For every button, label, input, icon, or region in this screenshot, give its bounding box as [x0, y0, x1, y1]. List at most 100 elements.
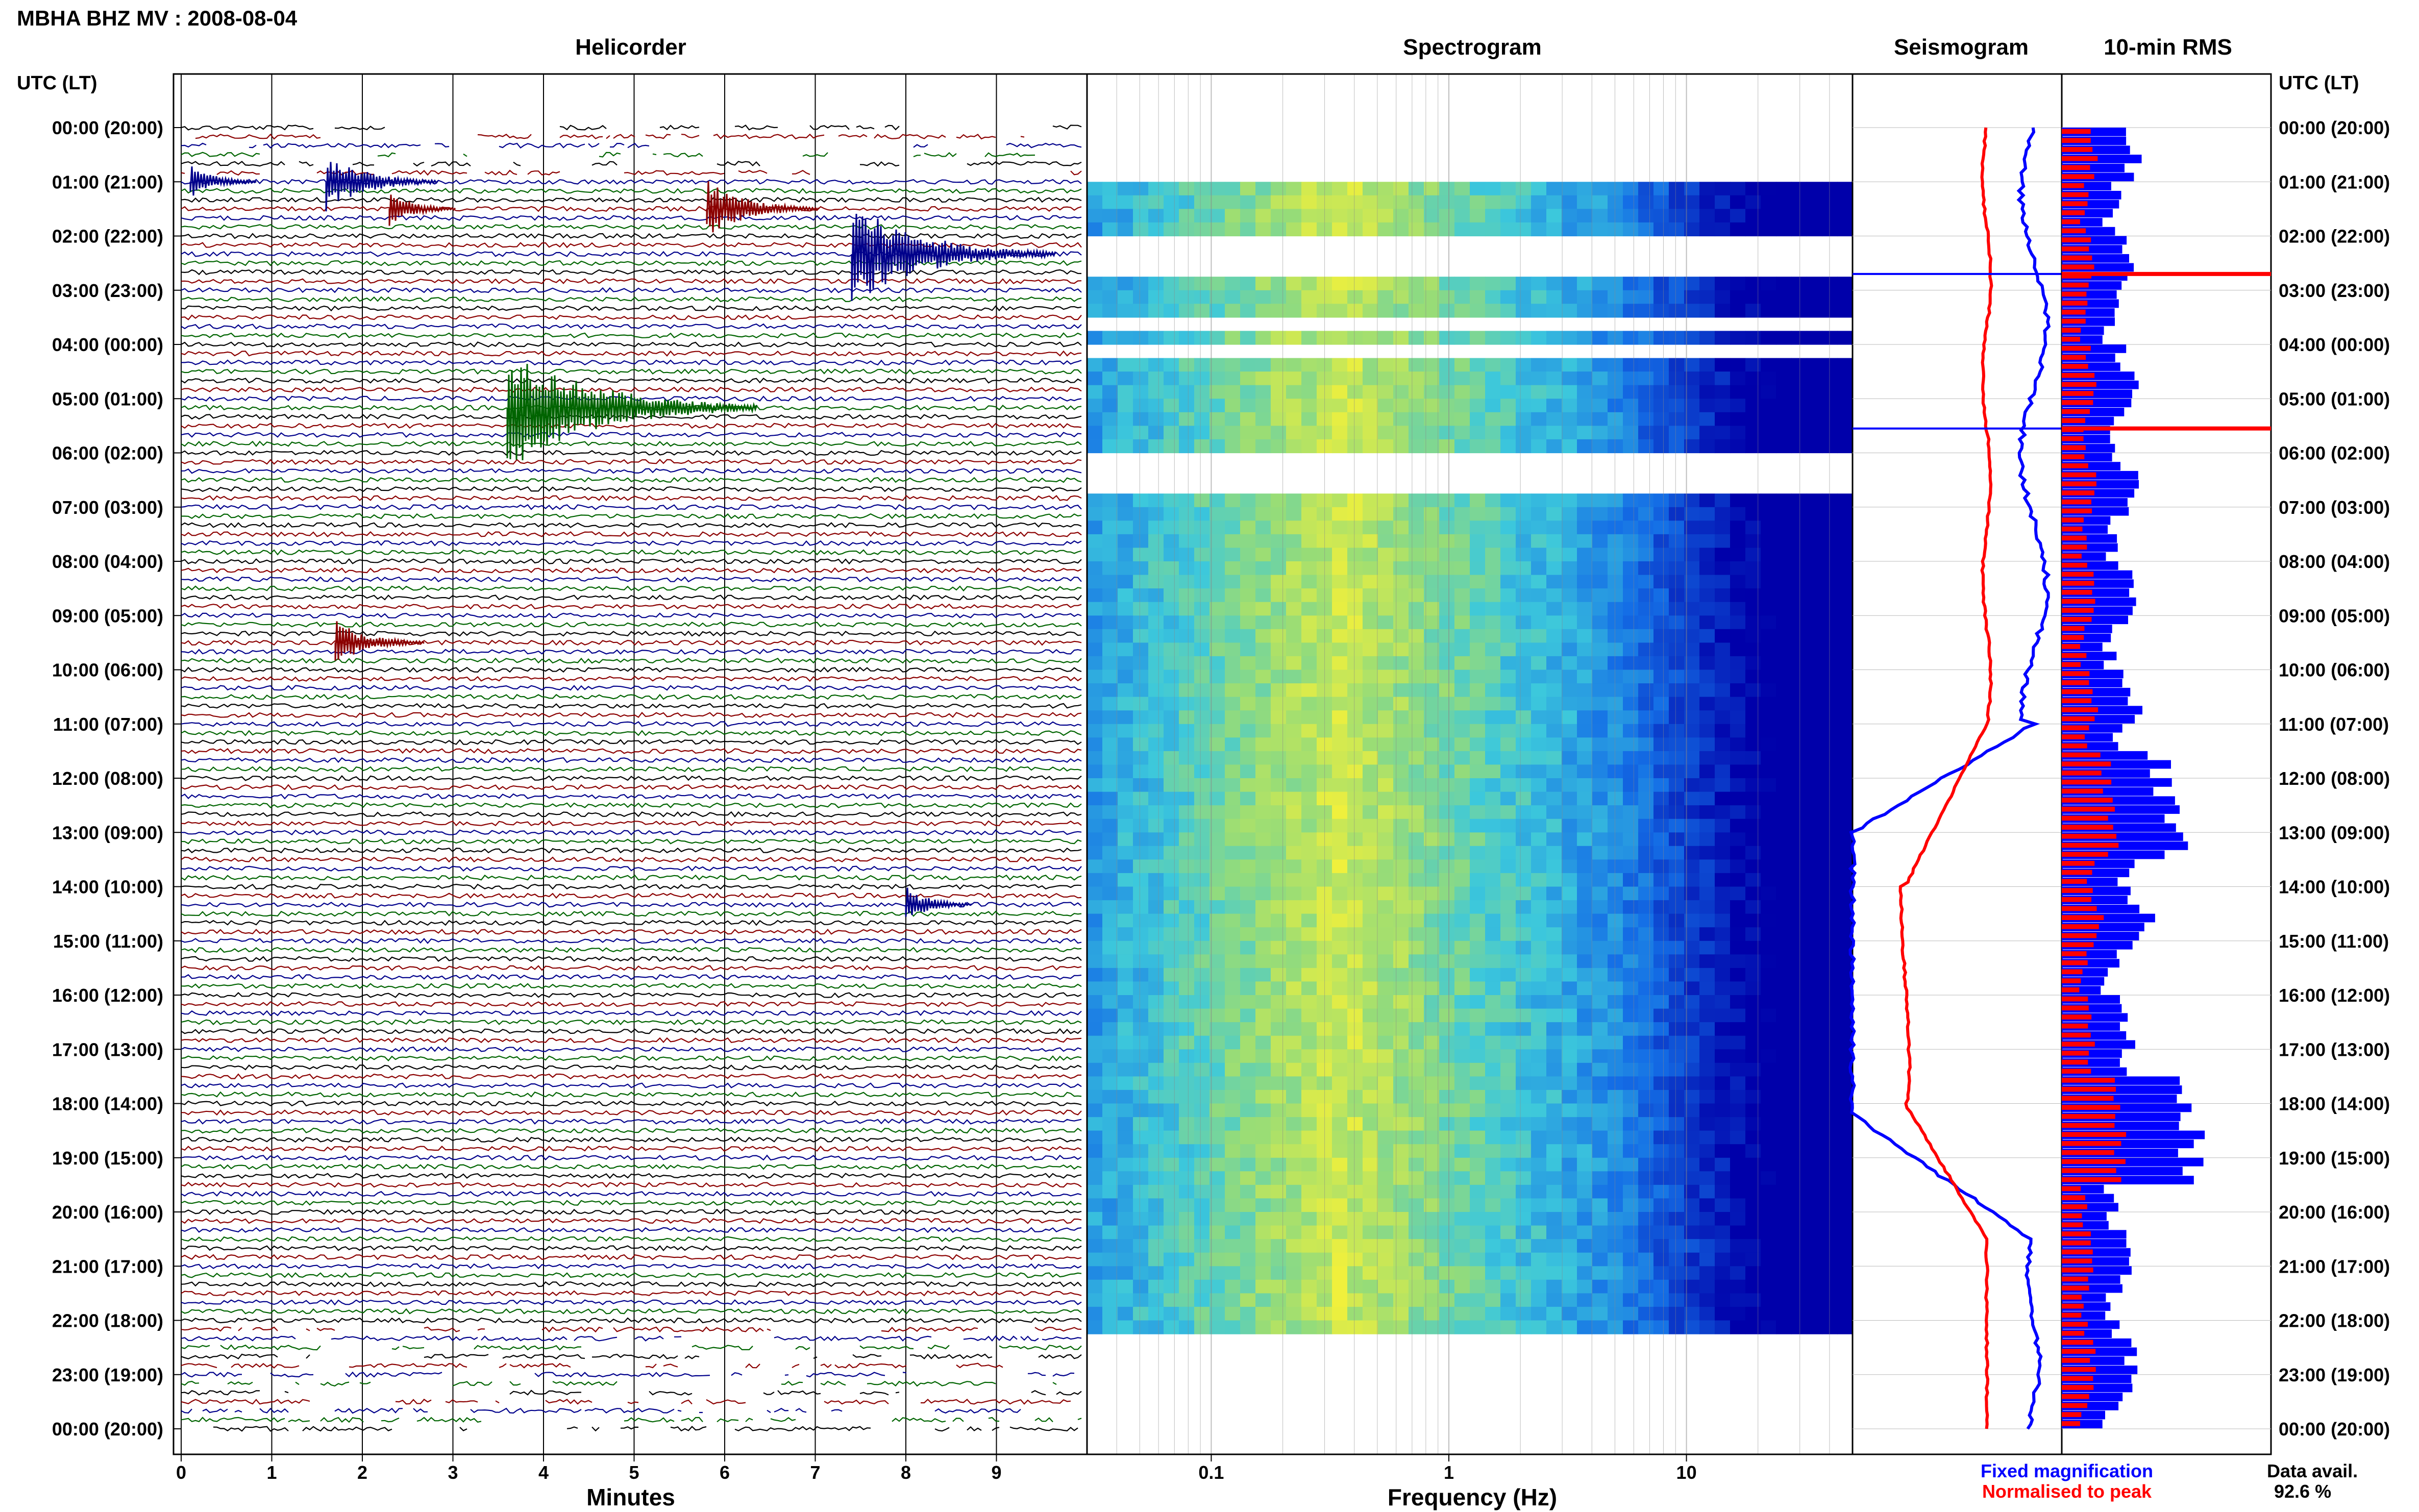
spectrogram-cell	[1592, 1130, 1608, 1145]
spectrogram-cell	[1210, 642, 1225, 657]
spectrogram-cell	[1393, 575, 1409, 589]
spectrogram-cell	[1623, 900, 1639, 914]
spectrogram-cell	[1699, 222, 1715, 237]
helicorder-trace	[181, 811, 1082, 818]
spectrogram-cell	[1745, 737, 1761, 752]
spectrogram-cell	[1210, 493, 1225, 508]
rms-bar-normalised	[2062, 174, 2094, 179]
spectrogram-cell	[1470, 534, 1486, 549]
spectrogram-cell	[1776, 493, 1792, 508]
rms-bar-normalised	[2062, 526, 2083, 532]
spectrogram-cell	[1194, 1022, 1210, 1036]
spectrogram-cell	[1210, 507, 1225, 521]
spectrogram-cell	[1424, 358, 1440, 372]
spectrogram-cell	[1653, 520, 1669, 535]
spectrogram-cell	[1516, 1103, 1532, 1118]
spectrogram-cell	[1761, 1171, 1776, 1185]
spectrogram-cell	[1301, 1157, 1317, 1172]
spectrogram-cell	[1225, 1049, 1241, 1063]
spectrogram-cell	[1715, 846, 1731, 860]
spectrogram-cell	[1363, 873, 1378, 887]
spectrogram-cell	[1638, 439, 1654, 454]
spectrogram-cell	[1485, 981, 1501, 996]
spectrogram-cell	[1776, 439, 1792, 454]
spectrogram-cell	[1194, 1212, 1210, 1226]
spectrogram-cell	[1562, 277, 1577, 291]
spectrogram-cell	[1210, 222, 1225, 237]
spectrogram-cell	[1301, 656, 1317, 671]
spectrogram-cell	[1363, 1306, 1378, 1321]
spectrogram-cell	[1531, 290, 1547, 304]
spectrogram-cell	[1577, 670, 1593, 684]
spectrogram-cell	[1102, 1008, 1118, 1023]
spectrogram-cell	[1485, 846, 1501, 860]
spectrogram-cell	[1699, 995, 1715, 1009]
spectrogram-cell	[1454, 656, 1470, 671]
helicorder-trace	[181, 161, 1082, 167]
spectrogram-cell	[1332, 358, 1348, 372]
spectrogram-cell	[1087, 561, 1103, 576]
spectrogram-cell	[1470, 683, 1486, 698]
spectrogram-cell	[1393, 1076, 1409, 1090]
spectrogram-cell	[1562, 995, 1577, 1009]
spectrogram-cell	[1546, 670, 1562, 684]
spectrogram-cell	[1807, 900, 1822, 914]
spectrogram-cell	[1363, 534, 1378, 549]
rms-bar-normalised	[2062, 987, 2080, 993]
spectrogram-cell	[1179, 873, 1195, 887]
spectrogram-cell	[1791, 1035, 1807, 1050]
spectrogram-cell	[1516, 1320, 1532, 1334]
spectrogram-cell	[1454, 846, 1470, 860]
helicorder-event	[706, 181, 820, 233]
spectrogram-cell	[1240, 493, 1256, 508]
spectrogram-cell	[1409, 656, 1424, 671]
spectrogram-cell	[1378, 1266, 1394, 1280]
spectrogram-cell	[1745, 290, 1761, 304]
spectrogram-cell	[1608, 940, 1623, 955]
spectrogram-cell	[1210, 1117, 1225, 1131]
spectrogram-cell	[1807, 710, 1822, 725]
spectrogram-cell	[1531, 751, 1547, 765]
spectrogram-cell	[1164, 1293, 1179, 1307]
spectrogram-cell	[1715, 832, 1731, 847]
spectrogram-cell	[1485, 1239, 1501, 1253]
spectrogram-cell	[1210, 778, 1225, 792]
spectrogram-cell	[1699, 534, 1715, 549]
spectrogram-cell	[1118, 534, 1133, 549]
spectrogram-cell	[1745, 683, 1761, 698]
spectrogram-cell	[1240, 534, 1256, 549]
spectrogram-cell	[1485, 737, 1501, 752]
spectrogram-cell	[1363, 520, 1378, 535]
spectrogram-cell	[1516, 331, 1532, 345]
spectrogram-cell	[1715, 1144, 1731, 1158]
spectrogram-cell	[1837, 507, 1853, 521]
helicorder-trace	[181, 1091, 1082, 1098]
spectrogram-cell	[1347, 805, 1363, 820]
spectrogram-cell	[1332, 846, 1348, 860]
spectrogram-cell	[1347, 1022, 1363, 1036]
spectrogram-cell	[1577, 1198, 1593, 1212]
spectrogram-cell	[1087, 900, 1103, 914]
rms-bar-normalised	[2062, 1303, 2084, 1309]
spectrogram-cell	[1592, 1266, 1608, 1280]
spectrogram-cell	[1516, 1171, 1532, 1185]
spectrogram-cell	[1164, 1184, 1179, 1199]
spectrogram-cell	[1500, 819, 1516, 833]
spectrogram-cell	[1409, 1198, 1424, 1212]
spectrogram-cell	[1148, 819, 1164, 833]
spectrogram-cell	[1087, 1049, 1103, 1063]
spectrogram-cell	[1608, 182, 1623, 196]
spectrogram-cell	[1194, 683, 1210, 698]
spectrogram-cell	[1087, 846, 1103, 860]
spectrogram-cell	[1179, 1293, 1195, 1307]
spectrogram-cell	[1286, 1279, 1302, 1294]
spectrogram-cell	[1745, 331, 1761, 345]
spectrogram-cell	[1516, 1184, 1532, 1199]
helicorder-trace	[181, 748, 1082, 754]
spectrogram-cell	[1776, 358, 1792, 372]
spectrogram-cell	[1164, 805, 1179, 820]
spectrogram-cell	[1439, 805, 1455, 820]
spectrogram-cell	[1791, 710, 1807, 725]
spectrogram-cell	[1669, 371, 1685, 386]
spectrogram-cell	[1470, 222, 1486, 237]
